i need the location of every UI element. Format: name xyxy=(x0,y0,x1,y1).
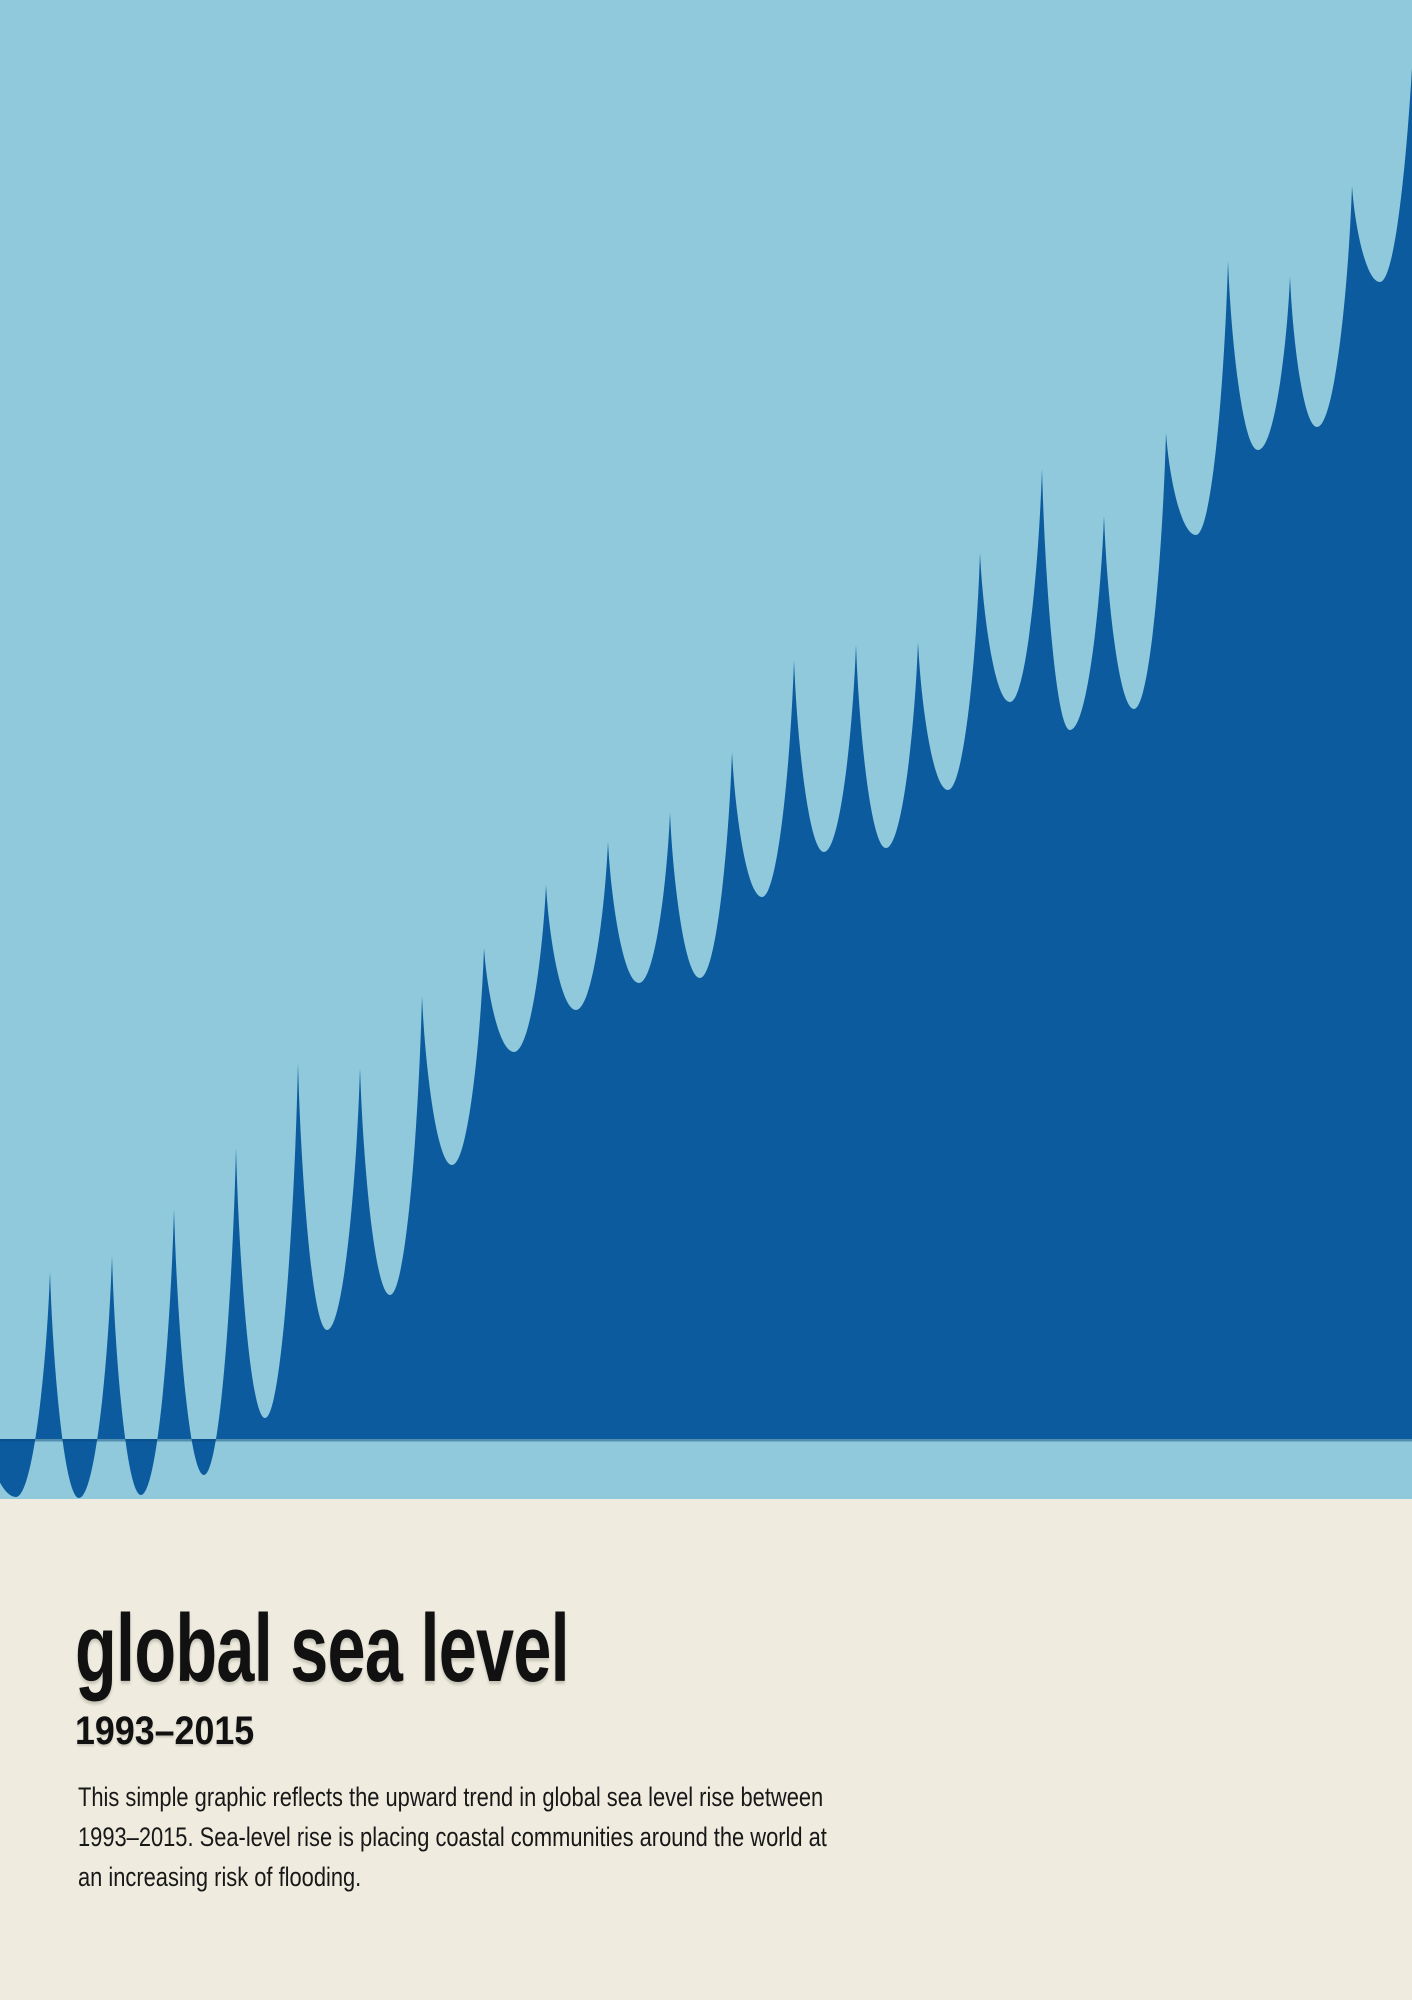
sea-baseline-line xyxy=(0,1439,1412,1442)
description-line: an increasing risk of flooding. xyxy=(78,1862,362,1892)
poster-caption: This simple graphic reflects the upward … xyxy=(78,1777,827,1897)
description-line: 1993–2015. Sea-level rise is placing coa… xyxy=(78,1822,827,1852)
sea-area-path xyxy=(0,68,1412,1498)
sea-level-chart xyxy=(0,0,1412,1499)
poster-title: global sea level xyxy=(75,1595,570,1702)
sea-level-area-chart xyxy=(0,68,1412,1498)
description-line: This simple graphic reflects the upward … xyxy=(78,1782,824,1812)
poster-subtitle: 1993–2015 xyxy=(75,1709,255,1753)
